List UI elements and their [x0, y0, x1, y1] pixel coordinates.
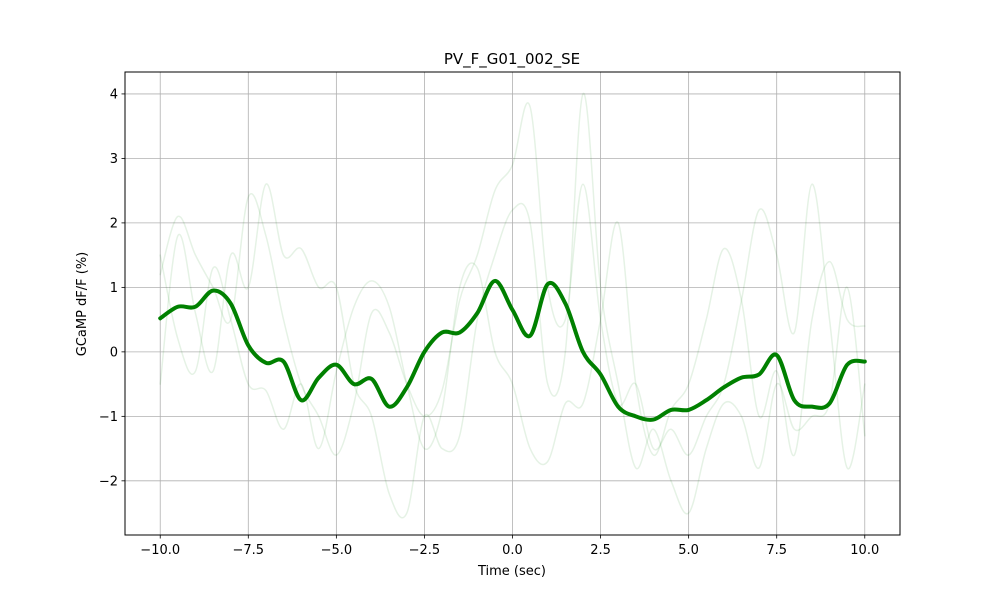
y-tick-label: 0 [110, 345, 118, 360]
x-axis-label: Time (sec) [477, 564, 546, 579]
grid [125, 72, 900, 535]
y-tick-label: −2 [99, 474, 118, 489]
data-line [158, 278, 867, 422]
y-tick-label: 4 [110, 87, 118, 102]
data-line [159, 221, 866, 466]
y-tick-label: −1 [99, 410, 118, 425]
x-tick-label: −2.5 [409, 543, 441, 558]
y-tick-label: 1 [110, 281, 118, 296]
x-tick-label: 5.0 [678, 543, 699, 558]
x-tick-label: −5.0 [321, 543, 353, 558]
x-tick-label: 7.5 [766, 543, 787, 558]
x-tick-label: 0.0 [502, 543, 523, 558]
y-axis-label: GCaMP dF/F (%) [75, 252, 90, 357]
x-tick-label: −7.5 [233, 543, 265, 558]
plot-lines [158, 93, 867, 519]
data-line [159, 102, 866, 470]
chart-title: PV_F_G01_002_SE [444, 50, 580, 69]
y-tick-label: 3 [110, 152, 118, 167]
data-line [159, 93, 866, 519]
y-tick-label: 2 [110, 216, 118, 231]
x-tick-label: −10.0 [140, 543, 180, 558]
x-tick-label: 2.5 [590, 543, 611, 558]
x-tick-label: 10.0 [850, 543, 879, 558]
